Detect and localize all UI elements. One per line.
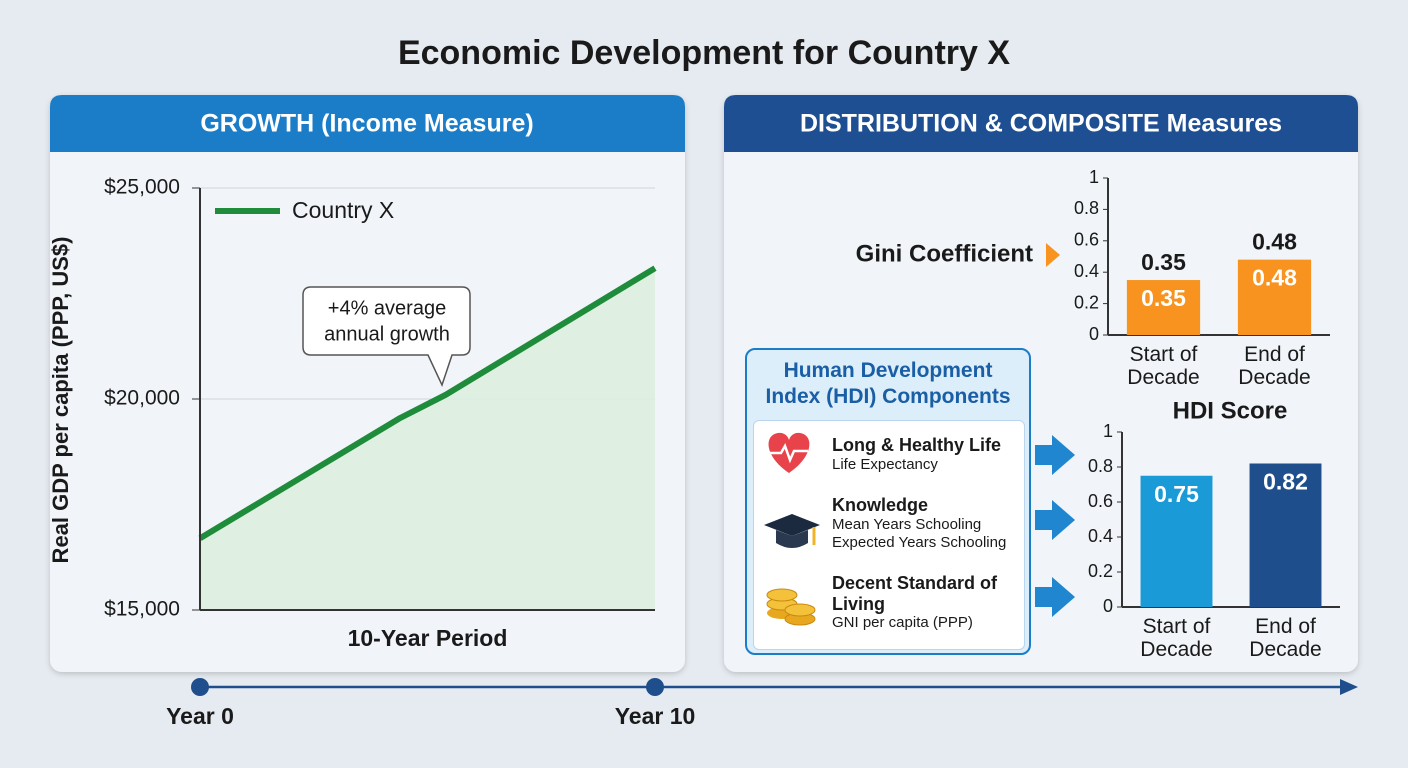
y-tick-label: 0.6 [1088,491,1113,511]
timeline-tick [191,678,209,696]
y-tick-label: 0 [1089,324,1099,344]
timeline-arrow [1340,679,1358,695]
y-tick-label: $15,000 [104,598,180,621]
annotation: +4% average [328,297,446,319]
timeline-label: Year 10 [615,703,696,729]
x-axis-label: 10-Year Period [348,625,508,651]
hdi-item: Decent Standard of Living GNI per capita … [832,573,1002,632]
distribution-header [724,95,1358,152]
hdi-item-name: Decent Standard of Living [832,573,998,614]
y-tick-label: 0.8 [1074,198,1099,218]
coin-icon [784,603,816,617]
hdi-item: Long & Healthy Life Life Expectancy [832,435,1022,474]
bar [1249,463,1322,607]
hdi-indicator: Life Expectancy [832,455,938,473]
hdi-indicator: GNI per capita (PPP) [832,614,973,632]
hdi-title: Human Development Index (HDI) Components [765,359,1011,409]
x-tick-label: End of Decade [1249,615,1322,662]
y-tick-label: 0.4 [1088,526,1113,546]
y-tick-label: 0.2 [1088,561,1113,581]
growth-header-text: GROWTH (Income Measure) [200,110,533,138]
line [198,265,657,541]
heart-icon [768,432,810,473]
legend-label: Country X [292,197,394,223]
flow-arrow [1035,500,1075,540]
page-title: Economic Development for Country X [398,34,1010,72]
y-tick-label: 0.4 [1074,261,1099,281]
growth-header [50,95,685,152]
y-tick-label: 0 [1103,596,1113,616]
annotation: annual growth [324,323,450,345]
chart-title: HDI Score [1173,397,1288,424]
hdi-item-name: Long & Healthy Life [832,435,1002,455]
area [200,268,655,610]
timeline-tick [646,678,664,696]
x-tick-label: Start of Decade [1140,615,1213,662]
hdi-item: Knowledge Mean Years Schooling Expected Ye… [832,495,1022,552]
y-axis-label: Real GDP per capita (PPP, US$) [48,237,73,564]
callout [302,286,471,388]
y-tick-label: 1 [1103,421,1113,441]
y-tick-label: 0.8 [1088,456,1113,476]
hdi-list: Long & Healthy Life Life Expectancy Knowl… [753,420,1025,650]
bar [1140,475,1213,607]
value-label: 0.75 [1154,481,1199,507]
hdi-item-name: Knowledge [832,495,929,515]
value-label: 0.35 [1141,285,1186,311]
y-tick-label: $20,000 [104,387,180,410]
bar [1126,280,1201,335]
timeline-label: Year 0 [166,703,234,729]
distribution-header-text: DISTRIBUTION & COMPOSITE Measures [800,110,1282,138]
y-tick-label: 0.2 [1074,292,1099,312]
hdi-box: Human Development Index (HDI) Components… [745,348,1031,655]
value-label: 0.48 [1252,229,1297,255]
value-label: 0.82 [1263,469,1308,495]
hdi-icons [764,432,820,626]
cap-icon [764,514,820,536]
chart-title: Gini Coefficient [856,240,1033,267]
value-label: 0.35 [1141,249,1186,275]
value-label: 0.48 [1252,265,1297,291]
y-tick-label: 1 [1089,167,1099,187]
hdi-indicator: Expected Years Schooling [832,533,1007,551]
x-tick-label: Start of Decade [1127,343,1200,390]
flow-arrow [1035,435,1075,475]
pulse-icon [770,443,808,464]
flow-arrow [1035,577,1075,617]
hdi-indicator: Mean Years Schooling [832,515,982,533]
cap-icon [776,530,808,548]
y-tick-label: 0.6 [1074,230,1099,250]
coin-icon [766,588,798,602]
bar [1237,259,1312,335]
y-tick-label: $25,000 [104,176,180,199]
gini-pointer [1046,243,1060,267]
x-tick-label: End of Decade [1238,343,1311,390]
